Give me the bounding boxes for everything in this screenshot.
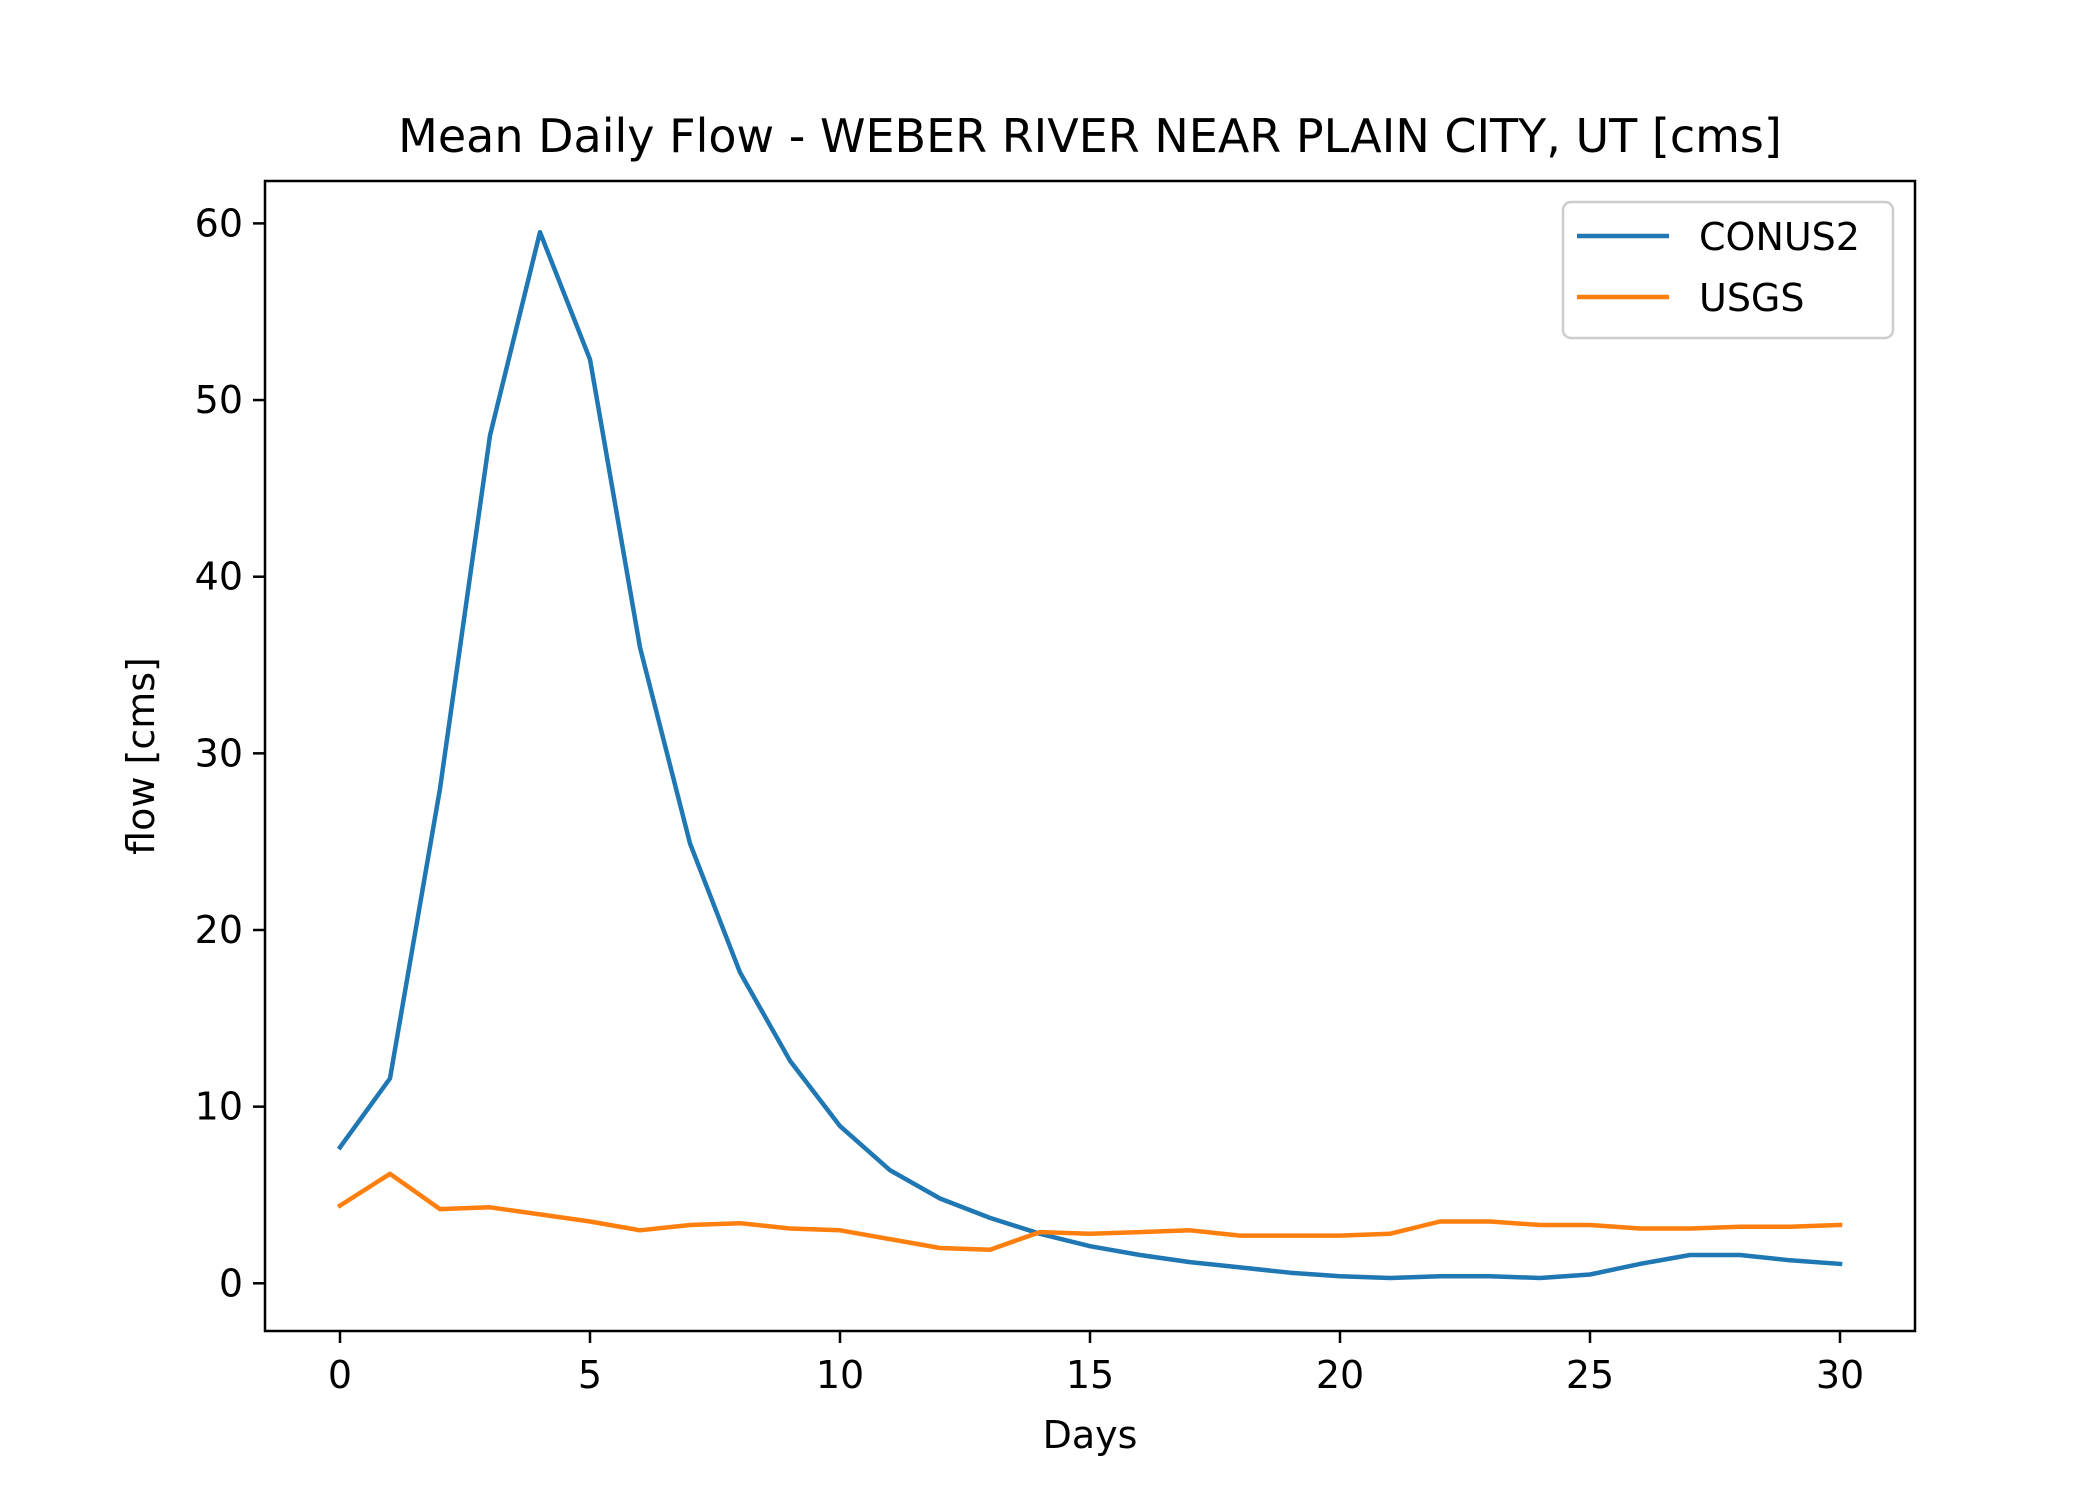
y-axis-ticks: 0 10 20 30 40 50 60 [195, 201, 265, 1305]
y-tick-label: 60 [195, 201, 243, 245]
x-tick-label: 25 [1566, 1353, 1614, 1397]
legend: CONUS2 USGS [1561, 200, 1895, 340]
x-tick-label: 0 [328, 1353, 352, 1397]
y-tick-label: 20 [195, 908, 243, 952]
plot-series [336, 229, 1843, 1281]
x-tick-label: 10 [816, 1353, 864, 1397]
x-axis-label: Days [1043, 1413, 1138, 1457]
x-tick-label: 5 [578, 1353, 602, 1397]
x-tick-label: 20 [1316, 1353, 1364, 1397]
y-tick-label: 40 [195, 555, 243, 599]
y-tick-label: 0 [219, 1261, 243, 1305]
y-tick-label: 10 [195, 1085, 243, 1129]
series-line-conus2 [336, 229, 1843, 1281]
chart-title: Mean Daily Flow - WEBER RIVER NEAR PLAIN… [398, 109, 1782, 163]
y-tick-label: 50 [195, 378, 243, 422]
y-axis-label: flow [cms] [119, 657, 163, 855]
axes-frame [263, 179, 1917, 1333]
y-tick-label: 30 [195, 731, 243, 775]
x-tick-label: 30 [1816, 1353, 1864, 1397]
x-axis-ticks: 0 5 10 15 20 25 30 [328, 1331, 1864, 1397]
legend-label-conus2: CONUS2 [1699, 215, 1860, 259]
legend-label-usgs: USGS [1699, 276, 1805, 320]
series-line-usgs [336, 1171, 1843, 1252]
x-tick-label: 15 [1066, 1353, 1114, 1397]
